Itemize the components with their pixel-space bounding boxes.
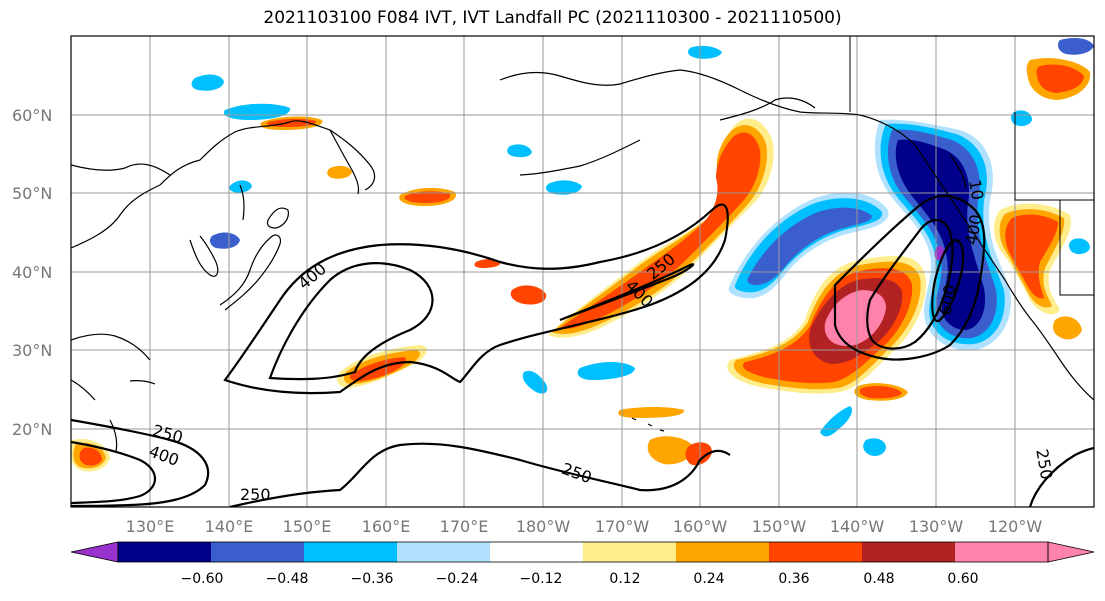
lon-label: 170°W xyxy=(595,517,650,536)
lon-label: 120°W xyxy=(988,517,1043,536)
lon-label: 160°E xyxy=(362,517,411,536)
contour-400-east xyxy=(559,263,695,322)
borders xyxy=(849,36,1094,296)
colorbar-extend-min xyxy=(70,541,119,563)
map-title: 2021103100 F084 IVT, IVT Landfall PC (20… xyxy=(263,8,842,28)
graticule xyxy=(71,36,1094,507)
pc-positive-band-red xyxy=(560,132,761,329)
colorbar-tick-label: 0.36 xyxy=(778,571,809,587)
contour-s-250 xyxy=(229,442,731,507)
map-frame xyxy=(70,35,1095,508)
colorbar-segment xyxy=(118,542,212,562)
contour-sw-400 xyxy=(71,440,157,505)
lon-label: 130°E xyxy=(126,517,175,536)
colorbar-tick-label: −0.12 xyxy=(520,571,563,587)
coastlines xyxy=(71,69,1094,453)
colorbar-segment xyxy=(862,542,956,562)
colorbar-segment xyxy=(955,542,1049,562)
lat-label-60n: 60°N xyxy=(12,106,52,125)
colorbar-tick-label: −0.60 xyxy=(181,571,224,587)
colorbar-tick-label: 0.60 xyxy=(947,571,978,587)
colorbar xyxy=(70,541,1095,563)
lon-label: 140°E xyxy=(205,517,254,536)
colorbar-segment xyxy=(397,542,491,562)
lat-label-20n: 20°N xyxy=(12,420,52,439)
contour-400-main xyxy=(268,262,434,381)
lon-label: 130°W xyxy=(909,517,964,536)
contour-label: 10 xyxy=(965,178,987,201)
lon-label: 160°W xyxy=(673,517,728,536)
lon-label: 180°W xyxy=(516,517,571,536)
lon-label: 170°E xyxy=(440,517,489,536)
contour-ne-600 xyxy=(931,238,965,323)
contour-label: 250 xyxy=(240,485,271,504)
contour-ne-250 xyxy=(833,194,986,361)
colorbar-tick-label: 0.48 xyxy=(863,571,894,587)
colorbar-tick-label: −0.36 xyxy=(351,571,394,587)
lon-label: 150°W xyxy=(752,517,807,536)
colorbar-outline xyxy=(117,541,1049,563)
colorbar-tick-label: −0.24 xyxy=(436,571,479,587)
contour-sw-250 xyxy=(71,418,210,507)
contour-250-main xyxy=(223,203,729,395)
colorbar-segment xyxy=(583,542,677,562)
colorbar-tick-label: 0.12 xyxy=(609,571,640,587)
longitude-labels: 130°E 140°E 150°E 160°E 170°E 180°W 170°… xyxy=(126,517,1043,536)
contour-se-250 xyxy=(1028,446,1094,507)
colorbar-segment xyxy=(676,542,770,562)
ivt-contours xyxy=(71,194,1094,507)
lon-label: 150°E xyxy=(283,517,332,536)
latitude-labels: 60°N 50°N 40°N 30°N 20°N xyxy=(12,106,52,439)
colorbar-extend-max xyxy=(1047,541,1095,563)
colorbar-segment xyxy=(304,542,398,562)
colorbar-segment xyxy=(211,542,305,562)
lat-label-50n: 50°N xyxy=(12,184,52,203)
colorbar-segment xyxy=(769,542,863,562)
lat-label-30n: 30°N xyxy=(12,341,52,360)
colorbar-segment xyxy=(490,542,584,562)
contour-ne-400 xyxy=(866,219,954,350)
colorbar-tick-label: −0.48 xyxy=(266,571,309,587)
lat-label-40n: 40°N xyxy=(12,263,52,282)
colorbar-ticks: −0.60 −0.48 −0.36 −0.24 −0.12 0.12 0.24 … xyxy=(181,571,979,587)
colorbar-tick-label: 0.24 xyxy=(693,571,724,587)
lon-label: 140°W xyxy=(830,517,885,536)
